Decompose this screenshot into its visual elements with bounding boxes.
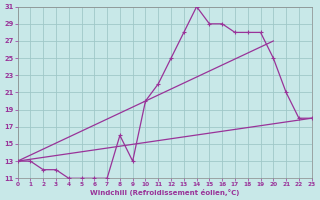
X-axis label: Windchill (Refroidissement éolien,°C): Windchill (Refroidissement éolien,°C) xyxy=(90,189,239,196)
